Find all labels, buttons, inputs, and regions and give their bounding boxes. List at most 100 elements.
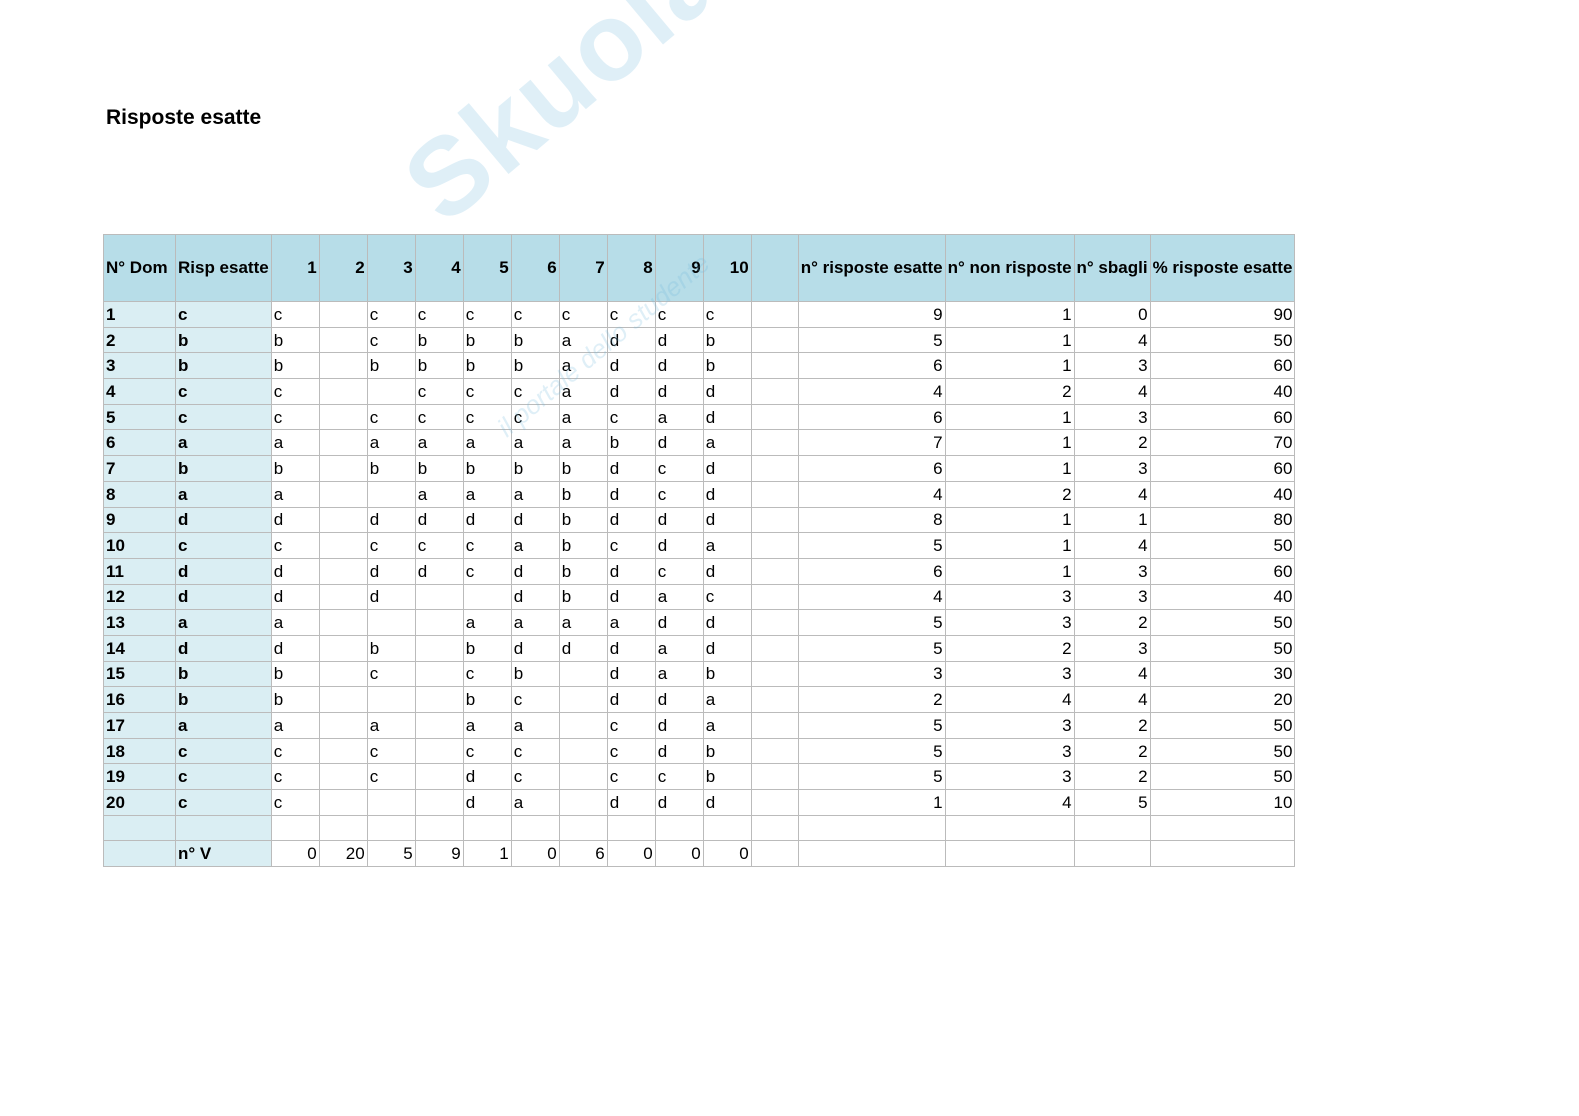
student-answer — [318, 378, 368, 405]
student-answer: a — [702, 712, 752, 739]
stat-cell: 6 — [797, 557, 946, 585]
student-answer — [414, 583, 464, 611]
question-number: 8 — [103, 480, 176, 508]
stat-cell: 2 — [1073, 763, 1151, 791]
empty-cell — [750, 840, 799, 868]
student-answer: b — [366, 455, 416, 482]
correct-answer: d — [175, 583, 272, 611]
student-answer: d — [654, 506, 704, 534]
student-answer: a — [414, 480, 464, 508]
header-cell: N° Dom — [103, 234, 176, 302]
stat-cell: 1 — [944, 326, 1075, 354]
student-answer: a — [366, 429, 416, 457]
student-answer: d — [606, 557, 656, 585]
header-cell: 4 — [414, 234, 464, 302]
student-answer: b — [510, 660, 560, 688]
student-answer: b — [270, 352, 320, 380]
student-answer — [414, 609, 464, 636]
student-answer: b — [702, 326, 752, 354]
student-answer: c — [606, 301, 656, 328]
stat-cell: 2 — [944, 480, 1075, 508]
student-answer — [318, 403, 368, 431]
question-number: 6 — [103, 429, 176, 457]
student-answer — [414, 634, 464, 662]
table-row: 6 a a a a a a a b d a 7 1 2 70 — [103, 429, 1296, 457]
student-answer: d — [654, 532, 704, 559]
student-answer: c — [366, 532, 416, 559]
empty-cell — [1073, 840, 1151, 868]
stat-cell: 60 — [1149, 557, 1296, 585]
student-answer: d — [702, 789, 752, 816]
student-answer: b — [270, 455, 320, 482]
student-answer: d — [270, 634, 320, 662]
student-answer: d — [654, 737, 704, 765]
student-answer: c — [462, 378, 512, 405]
question-number: 3 — [103, 352, 176, 380]
stat-cell: 4 — [1073, 532, 1151, 559]
page-title: Risposte esatte — [106, 106, 262, 129]
total-value: 6 — [558, 840, 608, 868]
student-answer: d — [654, 352, 704, 380]
empty-cell — [1073, 814, 1151, 842]
correct-answer: c — [175, 378, 272, 405]
question-number: 20 — [103, 789, 176, 816]
empty-cell — [750, 403, 799, 431]
student-answer: a — [654, 634, 704, 662]
student-answer: c — [654, 455, 704, 482]
student-answer: c — [606, 737, 656, 765]
empty-cell — [750, 583, 799, 611]
stat-cell: 70 — [1149, 429, 1296, 457]
student-answer: c — [414, 378, 464, 405]
student-answer — [414, 737, 464, 765]
student-answer: d — [414, 557, 464, 585]
header-cell: 8 — [606, 234, 656, 302]
stat-cell: 50 — [1149, 609, 1296, 636]
student-answer: c — [606, 403, 656, 431]
student-answer — [414, 763, 464, 791]
stat-cell: 2 — [1073, 712, 1151, 739]
stat-cell: 4 — [1073, 480, 1151, 508]
student-answer — [318, 737, 368, 765]
student-answer: d — [702, 378, 752, 405]
student-answer: c — [558, 301, 608, 328]
student-answer: a — [462, 609, 512, 636]
student-answer: b — [414, 455, 464, 482]
stat-cell: 3 — [944, 583, 1075, 611]
student-answer: c — [702, 583, 752, 611]
student-answer: c — [462, 737, 512, 765]
student-answer: a — [270, 429, 320, 457]
student-answer: c — [510, 763, 560, 791]
student-answer: a — [510, 609, 560, 636]
empty-cell — [654, 814, 704, 842]
student-answer: d — [462, 789, 512, 816]
stat-cell: 3 — [1073, 403, 1151, 431]
student-answer: b — [462, 455, 512, 482]
correct-answer: b — [175, 352, 272, 380]
empty-cell — [750, 429, 799, 457]
table-row: 19 c c c d c c c b 5 3 2 50 — [103, 763, 1296, 791]
student-answer — [318, 301, 368, 328]
student-answer: c — [270, 532, 320, 559]
student-answer: c — [654, 480, 704, 508]
stat-cell: 3 — [944, 660, 1075, 688]
student-answer — [558, 686, 608, 713]
stat-cell: 2 — [1073, 609, 1151, 636]
student-answer: c — [510, 737, 560, 765]
correct-answer: d — [175, 557, 272, 585]
student-answer: c — [270, 378, 320, 405]
stat-cell: 1 — [797, 789, 946, 816]
student-answer: c — [462, 557, 512, 585]
header-cell: 7 — [558, 234, 608, 302]
stat-cell: 4 — [1073, 686, 1151, 713]
student-answer: b — [558, 455, 608, 482]
student-answer: a — [414, 429, 464, 457]
table-row: 4 c c c c c a d d d 4 2 4 40 — [103, 378, 1296, 405]
student-answer: d — [366, 506, 416, 534]
stat-cell: 50 — [1149, 532, 1296, 559]
header-cell — [750, 234, 799, 302]
question-number: 7 — [103, 455, 176, 482]
student-answer: a — [510, 480, 560, 508]
student-answer: d — [702, 480, 752, 508]
empty-cell — [750, 506, 799, 534]
student-answer — [318, 429, 368, 457]
